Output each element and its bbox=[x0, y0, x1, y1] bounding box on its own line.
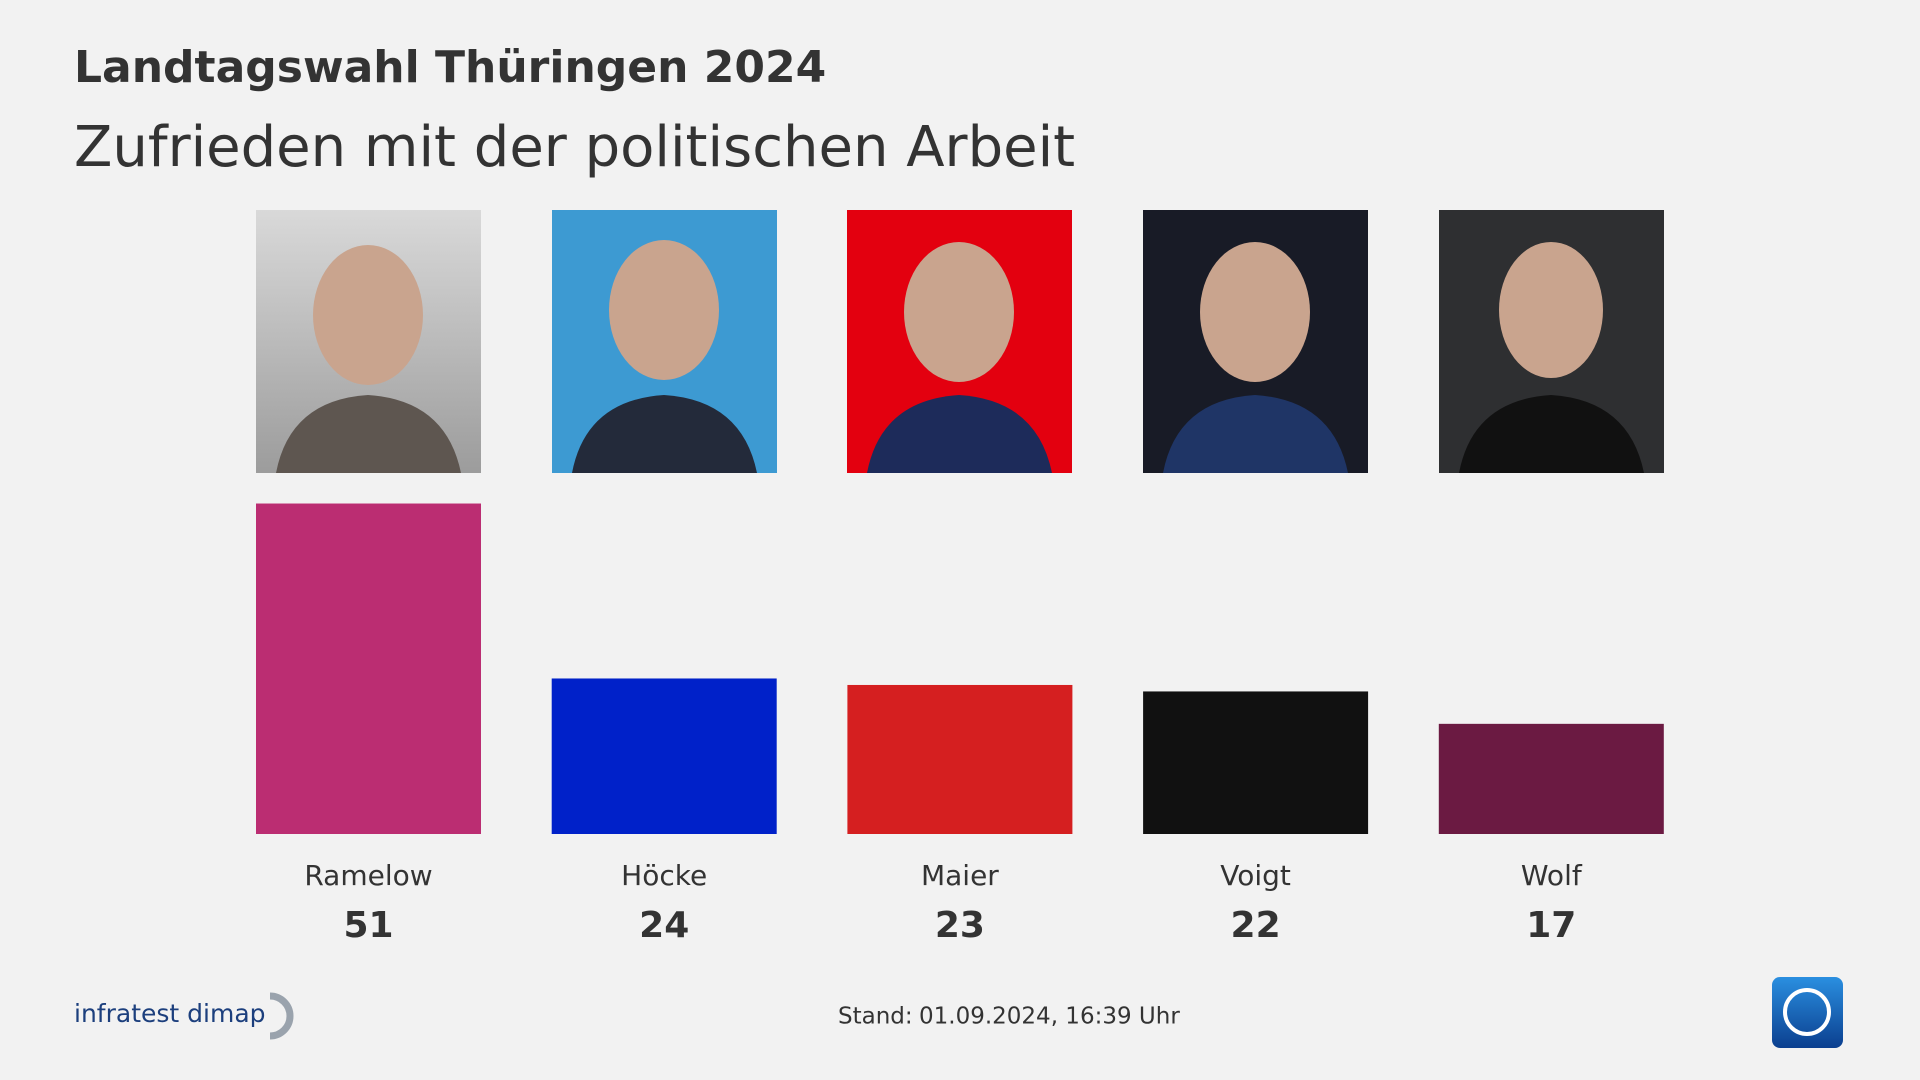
stand: Stand: 01.09.2024, 16:39 Uhr bbox=[838, 1004, 1180, 1030]
bar bbox=[1143, 691, 1369, 834]
category-label: Höcke bbox=[621, 859, 707, 892]
category-label: Maier bbox=[921, 859, 999, 892]
value-label: 24 bbox=[639, 905, 689, 946]
source-logo: infratest dimap bbox=[74, 999, 266, 1028]
bar bbox=[1438, 723, 1664, 834]
chart-title: Landtagswahl Thüringen 2024 bbox=[74, 42, 826, 93]
portraits bbox=[256, 210, 1664, 473]
value-label: 23 bbox=[935, 905, 985, 946]
value-label: 51 bbox=[343, 905, 393, 946]
value-label: 17 bbox=[1526, 905, 1576, 946]
source-icon bbox=[269, 992, 294, 1040]
stand-label: Stand: bbox=[838, 1004, 913, 1030]
bar bbox=[847, 684, 1073, 834]
category-label: Voigt bbox=[1220, 859, 1291, 892]
value-label: 22 bbox=[1231, 905, 1281, 946]
category-label: Wolf bbox=[1521, 859, 1583, 892]
chart-subtitle: Zufrieden mit der politischen Arbeit bbox=[74, 115, 1075, 180]
bar bbox=[551, 678, 777, 834]
broadcaster-logo bbox=[1772, 977, 1843, 1048]
bar bbox=[256, 503, 481, 834]
category-label: Ramelow bbox=[304, 859, 432, 892]
stand-date: 01.09.2024, 16:39 Uhr bbox=[919, 1004, 1180, 1030]
